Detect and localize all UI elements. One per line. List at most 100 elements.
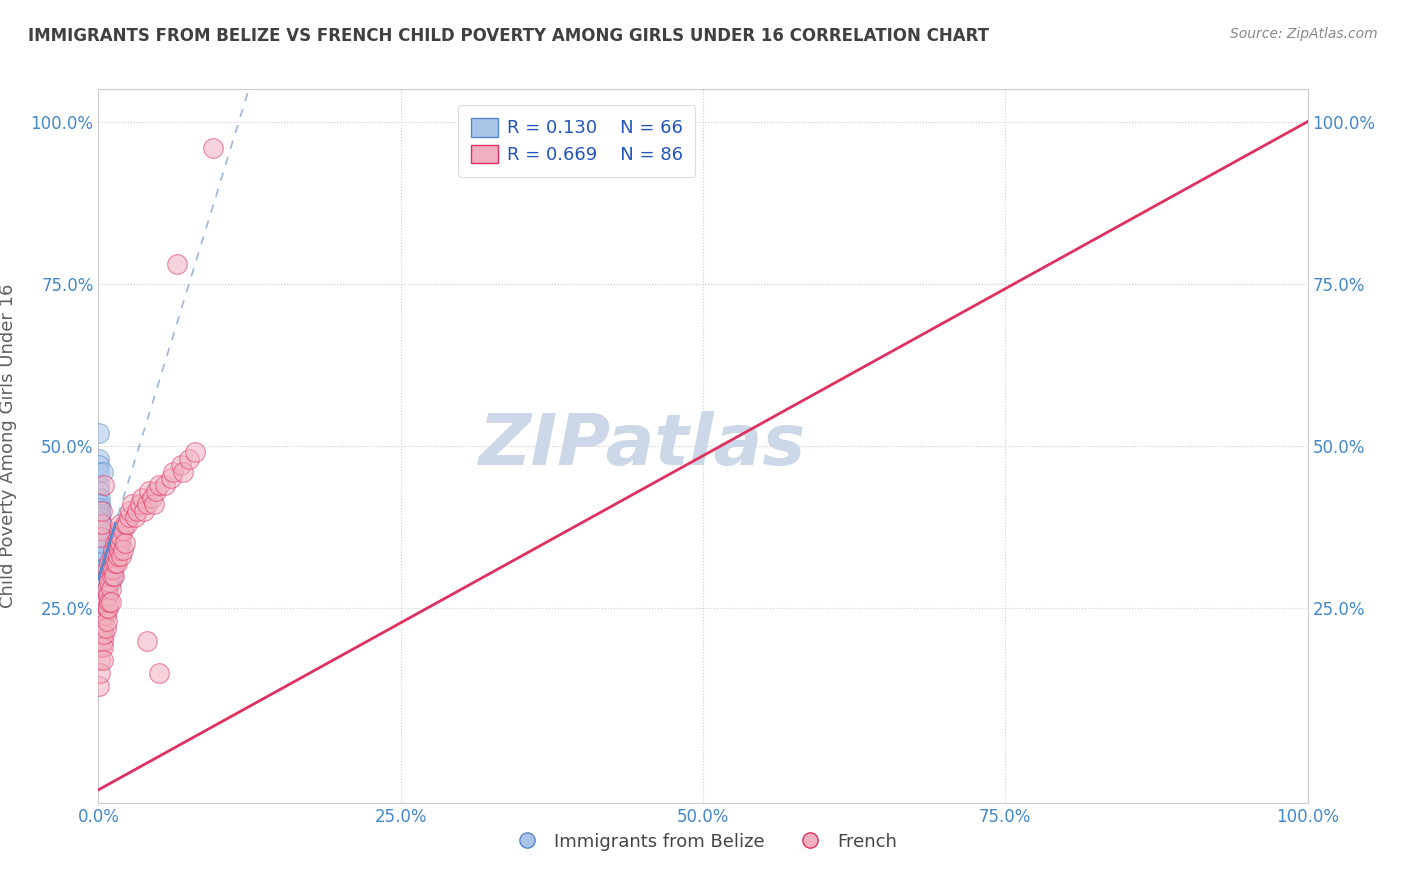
Point	[91, 582, 114, 596]
Point	[89, 497, 111, 511]
Point	[100, 595, 122, 609]
Legend: Immigrants from Belize, French: Immigrants from Belize, French	[502, 826, 904, 858]
Point	[94, 575, 117, 590]
Point	[89, 507, 111, 521]
Point	[89, 526, 111, 541]
Point	[131, 491, 153, 505]
Point	[111, 542, 134, 557]
Point	[90, 562, 112, 576]
Point	[100, 562, 122, 576]
Point	[90, 530, 112, 544]
Point	[118, 504, 141, 518]
Point	[96, 582, 118, 596]
Point	[108, 542, 131, 557]
Point	[89, 500, 111, 515]
Point	[96, 562, 118, 576]
Point	[100, 575, 122, 590]
Point	[105, 556, 128, 570]
Point	[91, 653, 114, 667]
Point	[91, 621, 114, 635]
Point	[89, 533, 111, 547]
Point	[93, 478, 115, 492]
Point	[91, 568, 114, 582]
Point	[90, 595, 112, 609]
Point	[93, 562, 115, 576]
Point	[98, 556, 121, 570]
Point	[91, 536, 114, 550]
Point	[98, 575, 121, 590]
Point	[91, 633, 114, 648]
Point	[141, 491, 163, 505]
Point	[107, 530, 129, 544]
Point	[114, 536, 136, 550]
Point	[117, 516, 139, 531]
Point	[184, 445, 207, 459]
Point	[96, 601, 118, 615]
Point	[90, 640, 112, 654]
Point	[90, 575, 112, 590]
Point	[91, 465, 114, 479]
Point	[103, 549, 125, 564]
Point	[127, 504, 149, 518]
Point	[97, 562, 120, 576]
Point	[107, 549, 129, 564]
Point	[104, 556, 127, 570]
Point	[89, 633, 111, 648]
Point	[153, 478, 176, 492]
Point	[97, 588, 120, 602]
Point	[96, 614, 118, 628]
Point	[135, 633, 157, 648]
Point	[89, 552, 111, 566]
Point	[89, 549, 111, 564]
Point	[89, 582, 111, 596]
Point	[89, 504, 111, 518]
Point	[91, 588, 114, 602]
Point	[97, 568, 120, 582]
Point	[91, 595, 114, 609]
Point	[89, 588, 111, 602]
Point	[145, 484, 167, 499]
Point	[87, 679, 110, 693]
Point	[101, 568, 124, 582]
Point	[98, 568, 121, 582]
Point	[89, 549, 111, 564]
Point	[89, 653, 111, 667]
Point	[89, 575, 111, 590]
Point	[143, 497, 166, 511]
Point	[135, 497, 157, 511]
Point	[89, 575, 111, 590]
Point	[90, 542, 112, 557]
Point	[148, 478, 170, 492]
Point	[100, 549, 122, 564]
Point	[89, 478, 111, 492]
Point	[148, 666, 170, 681]
Point	[91, 607, 114, 622]
Point	[105, 536, 128, 550]
Point	[89, 510, 111, 524]
Point	[93, 588, 115, 602]
Point	[89, 559, 111, 574]
Point	[110, 530, 132, 544]
Point	[108, 524, 131, 538]
Text: Source: ZipAtlas.com: Source: ZipAtlas.com	[1230, 27, 1378, 41]
Point	[110, 549, 132, 564]
Point	[87, 458, 110, 473]
Y-axis label: Child Poverty Among Girls Under 16: Child Poverty Among Girls Under 16	[0, 284, 17, 608]
Point	[138, 484, 160, 499]
Point	[90, 516, 112, 531]
Point	[118, 510, 141, 524]
Point	[91, 601, 114, 615]
Point	[90, 607, 112, 622]
Point	[166, 257, 188, 271]
Point	[124, 510, 146, 524]
Point	[134, 504, 156, 518]
Point	[101, 562, 124, 576]
Point	[202, 140, 225, 154]
Point	[98, 595, 121, 609]
Point	[128, 497, 150, 511]
Point	[121, 497, 143, 511]
Point	[162, 465, 184, 479]
Point	[89, 520, 111, 534]
Point	[90, 614, 112, 628]
Point	[89, 595, 111, 609]
